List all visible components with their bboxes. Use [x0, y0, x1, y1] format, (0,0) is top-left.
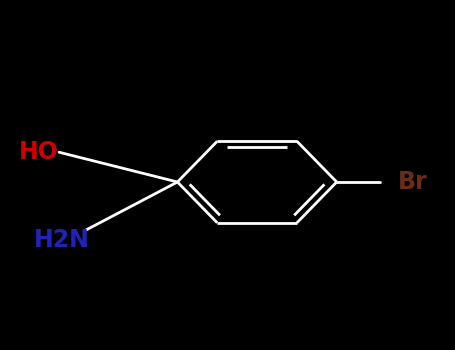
Text: H2N: H2N — [34, 228, 89, 252]
Text: Br: Br — [398, 170, 428, 194]
Text: HO: HO — [19, 140, 59, 164]
